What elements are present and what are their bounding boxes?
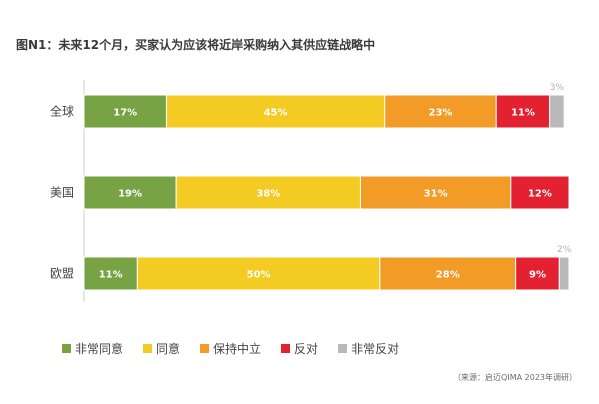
legend-label: 反对 [294, 342, 319, 356]
legend-label: 非常同意 [75, 342, 124, 356]
data-label: 11% [511, 108, 535, 119]
bar-segment [136, 256, 381, 291]
bar-segment [515, 256, 560, 291]
legend-swatch [281, 344, 291, 353]
data-label: 11% [99, 270, 123, 281]
category-label: 全球 [50, 104, 74, 119]
data-label: 28% [436, 270, 460, 281]
data-label: 3% [550, 83, 565, 93]
legend-item: 非常同意 [62, 340, 123, 357]
legend-item: 同意 [143, 340, 180, 357]
legend-item: 反对 [281, 340, 318, 357]
chart-title: 图N1：未来12个月，买家认为应该将近岸采购纳入其供应链战略中 [16, 38, 376, 52]
bar-segment [510, 175, 570, 210]
legend-swatch [200, 344, 210, 353]
legend-swatch [143, 344, 153, 353]
legend-label: 同意 [156, 342, 181, 356]
bar-segment [83, 94, 167, 129]
data-label: 23% [429, 108, 453, 119]
bar-segment [549, 94, 565, 129]
bar-segment [175, 175, 361, 210]
legend: 非常同意 同意 保持中立 反对 非常反对 [62, 340, 419, 357]
bar-segment [384, 94, 497, 129]
source-note: （来源：启迈QIMA 2023年调研） [453, 373, 577, 382]
data-label: 9% [529, 270, 546, 281]
bar-segment [558, 256, 570, 291]
data-label: 19% [118, 189, 142, 200]
category-label: 欧盟 [50, 267, 74, 281]
legend-item: 保持中立 [200, 340, 261, 357]
data-label: 31% [424, 189, 448, 200]
bar-segment [379, 256, 517, 291]
bar-segment [83, 256, 138, 291]
data-label: 50% [247, 270, 271, 281]
legend-item: 非常反对 [338, 340, 399, 357]
bar-segment [83, 175, 177, 210]
legend-swatch [338, 344, 348, 353]
data-label: 2% [557, 245, 572, 255]
data-label: 38% [256, 189, 280, 200]
legend-label: 非常反对 [351, 342, 400, 356]
data-label: 12% [528, 189, 552, 200]
category-label: 美国 [50, 186, 74, 200]
data-label: 17% [113, 108, 137, 119]
legend-swatch [62, 344, 71, 353]
data-label: 45% [264, 108, 288, 119]
legend-label: 保持中立 [213, 342, 262, 356]
